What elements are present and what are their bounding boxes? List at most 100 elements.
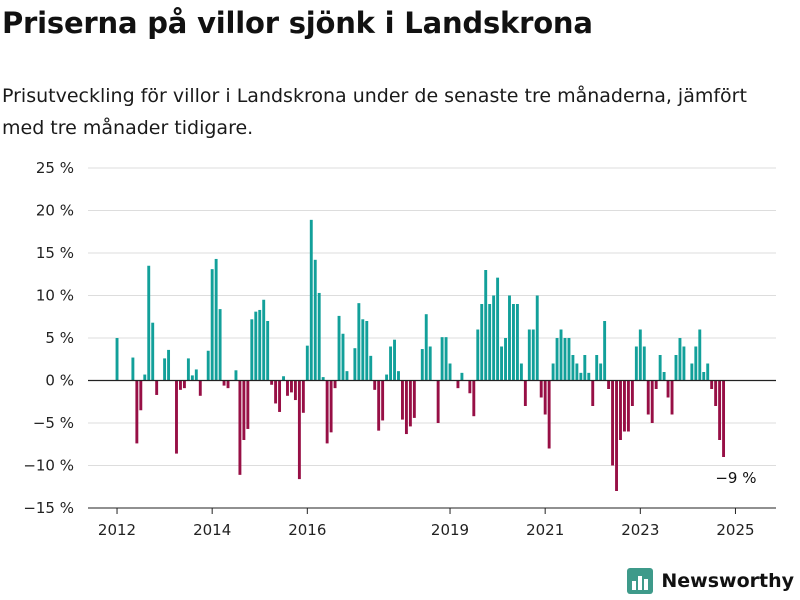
bar [702, 372, 706, 381]
bar [139, 380, 143, 411]
grid-layer [88, 167, 776, 509]
x-tick-label: 2023 [621, 521, 659, 539]
y-tick-label: 5 % [45, 329, 74, 347]
bar [551, 363, 555, 381]
bar [377, 380, 381, 431]
bar [361, 319, 365, 381]
bar [603, 321, 607, 381]
bar [718, 380, 722, 440]
bar [456, 380, 460, 389]
bar [694, 346, 698, 381]
bar [698, 329, 702, 381]
bar [571, 355, 575, 381]
bar [519, 363, 523, 381]
bar [297, 380, 301, 480]
bar [182, 380, 186, 389]
bar [254, 311, 258, 381]
bar [706, 363, 710, 381]
bar [282, 376, 285, 381]
bar [428, 346, 432, 381]
y-tick-label: 15 % [36, 244, 74, 262]
newsworthy-bar-chart-icon [627, 568, 654, 594]
x-tick-label: 2012 [98, 521, 136, 539]
bar [563, 338, 567, 381]
bar [638, 329, 642, 381]
bar [143, 374, 147, 381]
x-tick-label: 2016 [288, 521, 326, 539]
bar [214, 258, 218, 381]
y-tick-label: −5 % [33, 414, 74, 432]
brand-name: Newsworthy [661, 570, 794, 592]
bar [567, 338, 571, 381]
x-tick-label: 2014 [193, 521, 231, 539]
bar [274, 380, 278, 404]
x-tick-label: 2021 [526, 521, 564, 539]
bar [531, 329, 535, 381]
x-tick-label: 2025 [716, 521, 754, 539]
bar [710, 380, 714, 389]
bar [468, 380, 472, 394]
bar [504, 338, 507, 381]
bar [658, 355, 662, 381]
bar [512, 304, 515, 381]
bar [476, 329, 480, 381]
bar [194, 369, 198, 381]
latest-value-annotation: −9 % [715, 469, 756, 487]
bar [539, 380, 543, 398]
bar [345, 371, 349, 381]
bar [642, 346, 646, 381]
bar [258, 309, 262, 381]
newsworthy-logo: Newsworthy [627, 568, 794, 594]
y-tick-label: 20 % [36, 202, 74, 220]
bar [353, 348, 357, 381]
bar [515, 304, 519, 381]
chart-subtitle: Prisutveckling för villor i Landskrona u… [2, 85, 747, 139]
bar [615, 380, 618, 491]
bar [492, 295, 496, 381]
bar [547, 380, 551, 449]
bar [397, 371, 400, 381]
bar [496, 277, 500, 381]
bar [583, 355, 587, 381]
bar [198, 380, 202, 396]
bar [262, 299, 266, 381]
y-axis: 25 % 20 % 15 % 10 % 5 % 0 % −5 % −10 % −15 % [23, 159, 74, 517]
bar [595, 355, 599, 381]
bar [448, 363, 452, 381]
bar [210, 269, 214, 381]
bar [357, 303, 361, 381]
bar [607, 380, 611, 389]
bar [543, 380, 547, 415]
bar [484, 270, 488, 381]
bar [135, 380, 139, 444]
bar [654, 380, 658, 389]
bar [527, 329, 531, 381]
bar [246, 380, 250, 429]
bar [626, 380, 630, 432]
bar [555, 338, 559, 381]
bar [650, 380, 654, 423]
bar [238, 380, 242, 475]
bar [480, 304, 484, 381]
bar [179, 380, 182, 390]
bar [167, 349, 171, 381]
bar [575, 363, 579, 381]
y-tick-label: −15 % [23, 499, 74, 517]
y-tick-label: −10 % [23, 457, 74, 475]
bar [634, 346, 638, 381]
bar [325, 380, 329, 444]
bar [369, 355, 373, 381]
bar [286, 380, 289, 396]
bar [373, 380, 377, 390]
bar [389, 346, 393, 381]
bar [460, 372, 464, 381]
bar [444, 337, 448, 381]
bar [611, 380, 615, 466]
bar [147, 265, 151, 381]
bar [301, 380, 305, 413]
bar [270, 380, 274, 385]
bar [250, 319, 254, 381]
bar [579, 372, 583, 381]
bar [321, 377, 325, 381]
bar [293, 380, 297, 401]
